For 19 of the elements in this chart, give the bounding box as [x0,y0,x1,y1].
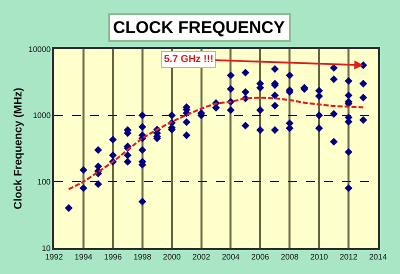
y-tick-label: 10 [42,244,52,253]
x-tick-label: 2008 [280,252,300,262]
x-tick-label: 2000 [162,252,182,262]
x-tick-label: 1992 [45,252,64,262]
y-tick-label: 1000 [32,111,52,120]
y-tick-label: 100 [37,177,52,186]
y-axis-title: Clock Frequency (MHz) [12,87,25,210]
x-tick-label: 2004 [222,252,240,262]
annotation: 5.7 GHz !!! [164,54,214,65]
chart-title: CLOCK FREQUENCY [113,18,286,37]
x-tick-label: 2010 [310,252,329,262]
x-tick-label: 2014 [369,252,388,262]
x-tick-label: 1996 [104,252,122,262]
x-tick-label: 1994 [74,252,93,262]
x-tick-label: 1998 [133,252,152,262]
x-tick-label: 2002 [192,252,211,262]
x-tick-label: 2006 [251,252,270,262]
x-tick-label: 2012 [340,252,358,262]
y-tick-label: 10000 [28,44,52,54]
